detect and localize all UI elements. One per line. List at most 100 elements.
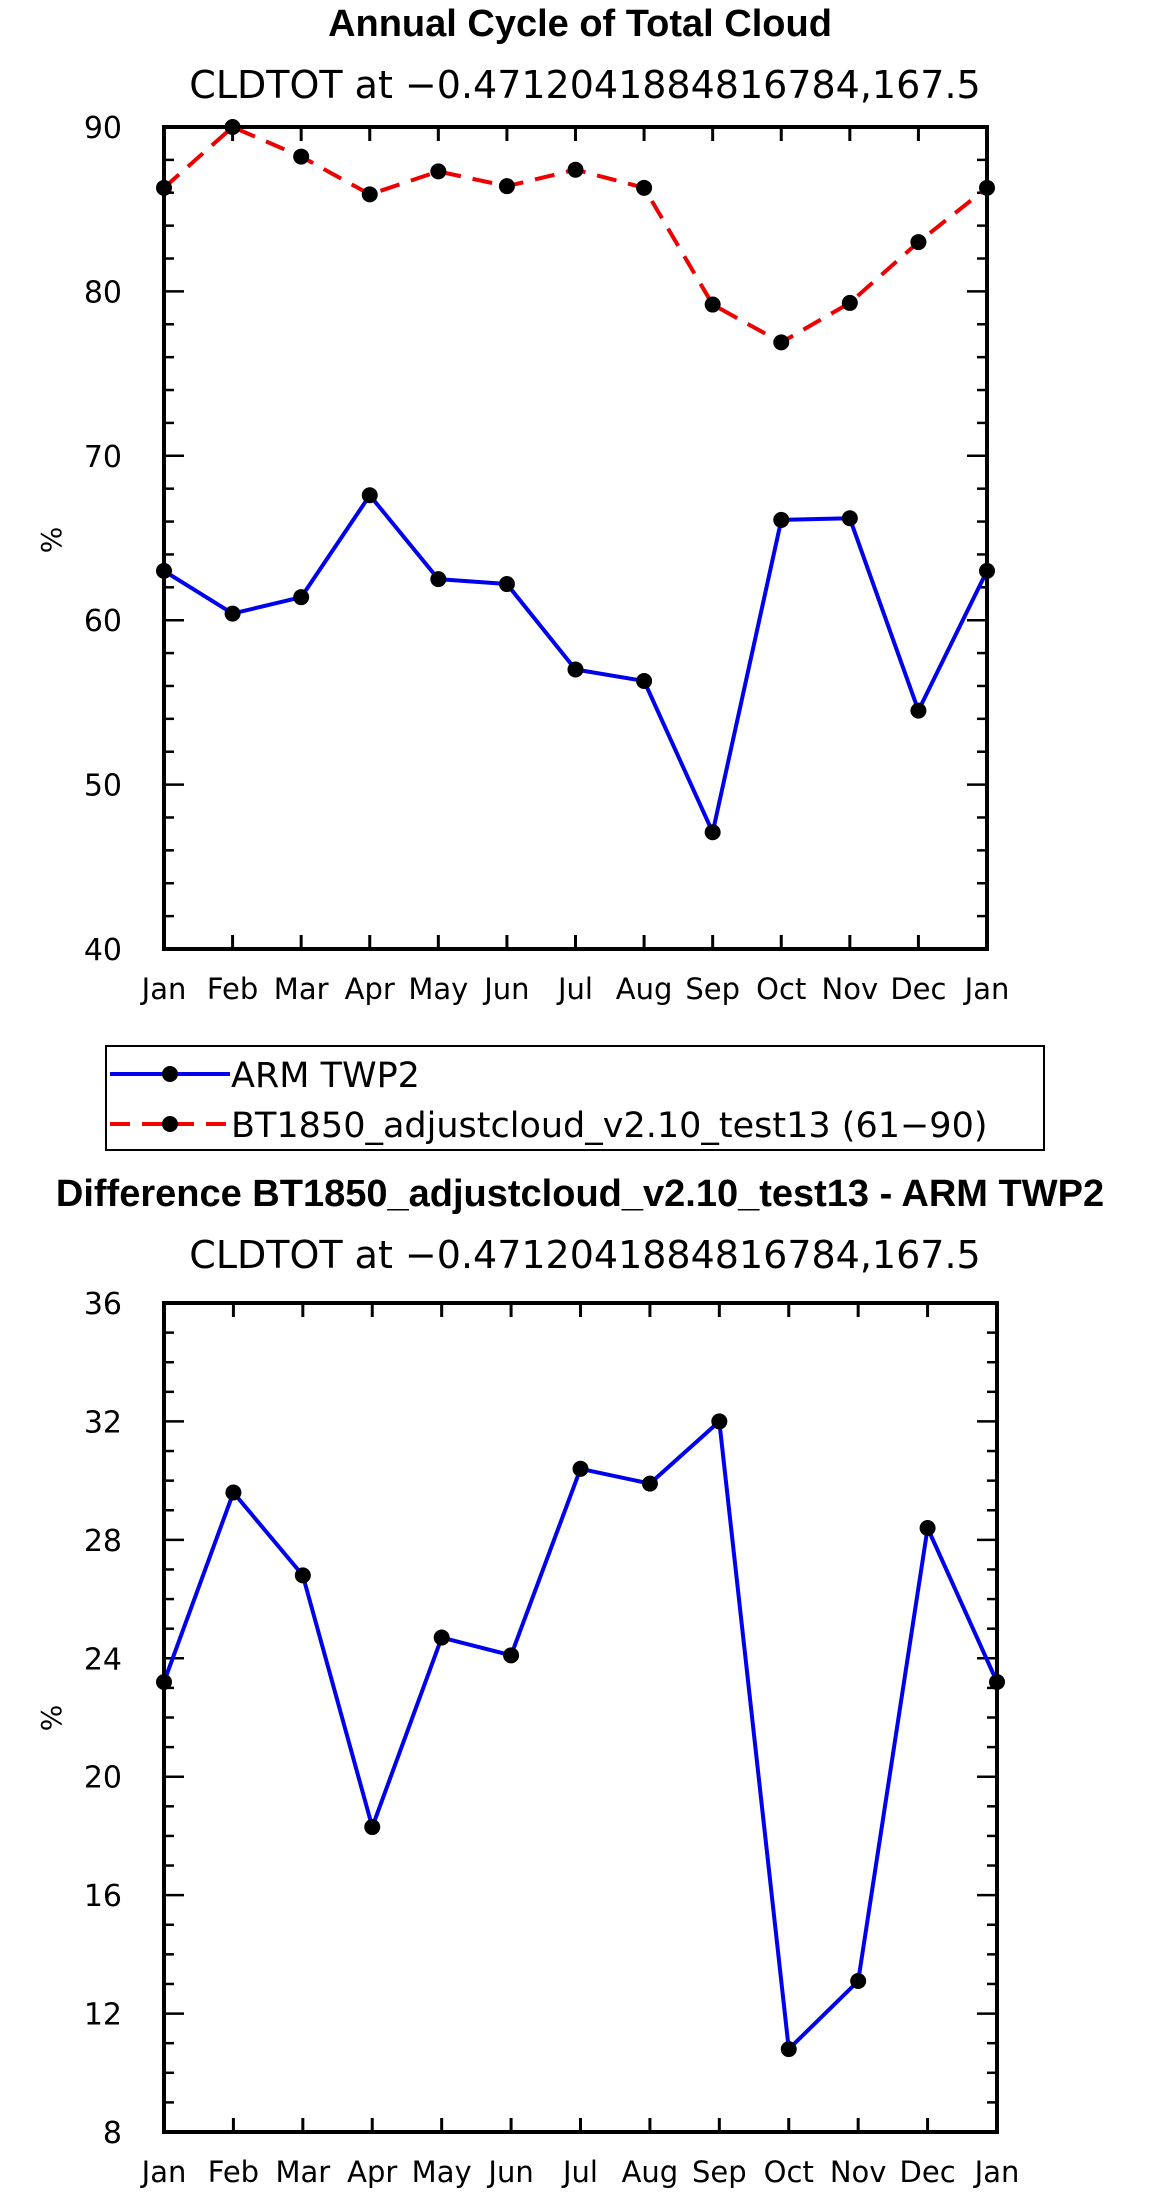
series-1-point [293,148,310,165]
y-tick-label: 12 [84,1998,122,2033]
top-chart-subtitle: CLDTOT at −0.4712041884816784,167.5 [189,63,980,107]
x-tick-label: Jan [140,2155,187,2189]
x-tick-label: Sep [692,2155,747,2189]
series-0-point [364,1819,381,1836]
series-1-point [224,119,241,135]
series-1-point [636,179,653,196]
x-tick-label: Feb [208,2155,259,2189]
bottom-x-tick-labels: Jan Feb Mar Apr May Jun Jul Aug Sep Oct Nov Dec Jan [140,2155,1020,2189]
x-tick-label: Mar [274,972,329,1006]
x-tick-label: Jun [486,2155,533,2189]
x-tick-label: Oct [764,2155,814,2189]
x-tick-label: Nov [830,2155,887,2189]
series-0-point [293,589,310,606]
series-0-point [503,1647,520,1664]
legend-marker-arm-twp2 [162,1066,178,1082]
top-y-tick-labels: 40 50 60 70 80 90 [84,111,122,968]
series-1-point [773,334,790,351]
legend-label-arm-twp2: ARM TWP2 [231,1056,420,1096]
x-tick-label: Jul [561,2155,598,2189]
series-0-point [704,824,721,841]
series-1-point [498,178,515,195]
bottom-chart-title: Difference BT1850_adjustcloud_v2.10_test… [56,1173,1104,1215]
top-x-tick-labels: Jan Feb Mar Apr May Jun Jul Aug Sep Oct Nov Dec Jan [140,972,1010,1006]
series-0-point [780,2041,797,2058]
legend-box [105,1045,1045,1151]
top-chart-title: Annual Cycle of Total Cloud [328,3,832,45]
top-panel: Annual Cycle of Total Cloud CLDTOT at −0… [35,3,1009,1006]
top-y-axis-label: % [35,527,68,554]
y-tick-label: 40 [84,933,122,968]
x-tick-label: Dec [890,972,946,1006]
series-0-point [224,605,241,622]
series-0-point [711,1413,728,1430]
series-0-point [361,487,378,504]
series-0-point [433,1629,450,1646]
legend-label-model: BT1850_adjustcloud_v2.10_test13 (61−90) [231,1106,988,1146]
series-1-point [704,296,721,313]
x-tick-label: Nov [822,972,879,1006]
series-0-point [773,511,790,528]
bottom-plot-frame [162,1301,999,2134]
x-tick-label: Dec [900,2155,956,2189]
x-tick-label: Oct [756,972,806,1006]
series-1-point [567,161,584,178]
series-0-point [979,562,995,579]
series-0-point [156,1673,172,1690]
series-0-point [294,1567,311,1584]
x-tick-label: May [412,2155,472,2189]
y-tick-label: 24 [84,1642,122,1677]
series-1-point [361,186,378,203]
y-tick-label: 60 [84,604,122,639]
y-tick-label: 90 [84,111,122,146]
bottom-y-axis-label: % [35,1705,68,1732]
x-tick-label: Apr [345,972,395,1006]
x-tick-label: Jan [140,972,187,1006]
series-0-point [919,1520,936,1537]
series-0-point [572,1460,589,1477]
bottom-axes-ticks [162,1301,999,2134]
series-0-point [636,673,653,690]
x-tick-label: Jun [482,972,529,1006]
y-tick-label: 50 [84,769,122,804]
y-tick-label: 28 [84,1524,122,1559]
top-plot-frame [162,125,989,951]
y-tick-label: 20 [84,1761,122,1796]
series-1-point [430,163,447,180]
x-tick-label: Feb [207,972,258,1006]
series-1-point [156,179,172,196]
x-tick-label: Aug [616,972,673,1006]
series-0-point [989,1673,1005,1690]
x-tick-label: Mar [275,2155,330,2189]
x-tick-label: Apr [347,2155,397,2189]
y-tick-label: 8 [103,2116,122,2151]
x-tick-label: Aug [622,2155,679,2189]
x-tick-label: Sep [685,972,740,1006]
series-0-point [850,1973,867,1990]
series-0-point [841,510,858,527]
legend: ARM TWP2 BT1850_adjustcloud_v2.10_test13… [105,1045,1045,1151]
legend-marker-model [162,1116,178,1132]
series-0-point [430,571,447,588]
series-line-1 [162,125,989,345]
bottom-y-tick-labels: 8 12 16 20 24 28 32 36 [84,1287,122,2151]
series-0-point [225,1484,242,1501]
x-tick-label: Jan [973,2155,1020,2189]
y-tick-label: 32 [84,1405,122,1440]
top-series-group [156,119,995,841]
x-tick-label: May [408,972,468,1006]
series-0-point [156,562,172,579]
y-tick-label: 16 [84,1879,122,1914]
top-axes-ticks [162,125,989,951]
x-tick-label: Jul [556,972,593,1006]
series-0-point [641,1475,658,1492]
series-0-point [498,576,515,593]
bottom-chart-subtitle: CLDTOT at −0.4712041884816784,167.5 [189,1233,980,1277]
series-line-0 [162,1419,999,2052]
series-0-point [910,702,927,719]
bottom-panel: Difference BT1850_adjustcloud_v2.10_test… [35,1173,1104,2189]
bottom-series-group [156,1413,1005,2058]
series-1-point [979,179,995,196]
y-tick-label: 70 [84,440,122,475]
